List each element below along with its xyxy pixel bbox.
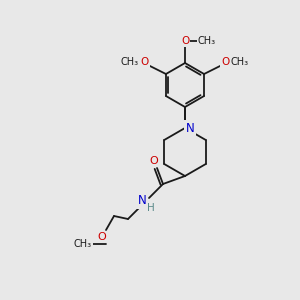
Text: O: O — [98, 232, 106, 242]
Text: O: O — [221, 57, 229, 67]
Text: CH₃: CH₃ — [231, 57, 249, 67]
Text: CH₃: CH₃ — [198, 36, 216, 46]
Text: CH₃: CH₃ — [74, 239, 92, 249]
Text: O: O — [150, 156, 158, 166]
Text: N: N — [138, 194, 146, 208]
Text: O: O — [141, 57, 149, 67]
Text: H: H — [147, 203, 155, 213]
Text: CH₃: CH₃ — [121, 57, 139, 67]
Text: O: O — [181, 36, 189, 46]
Text: N: N — [186, 122, 194, 134]
